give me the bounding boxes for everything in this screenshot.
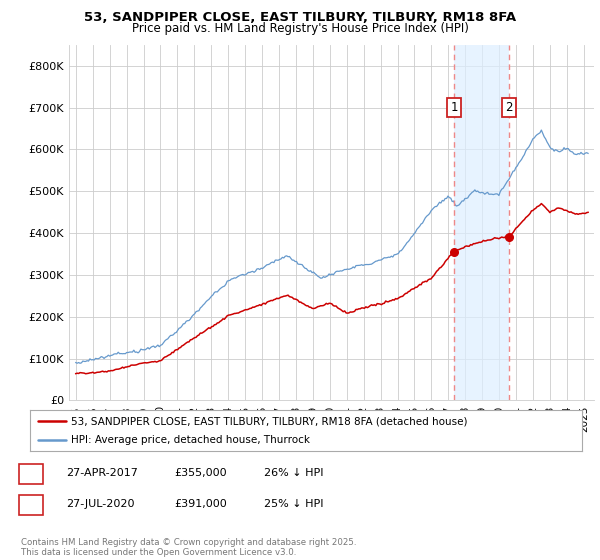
Text: 27-APR-2017: 27-APR-2017 [66,468,138,478]
Text: 1: 1 [28,466,35,480]
Text: 2: 2 [505,101,513,114]
Text: 25% ↓ HPI: 25% ↓ HPI [264,499,323,509]
Text: 26% ↓ HPI: 26% ↓ HPI [264,468,323,478]
Text: HPI: Average price, detached house, Thurrock: HPI: Average price, detached house, Thur… [71,435,310,445]
Text: 2: 2 [28,497,35,511]
Text: 1: 1 [450,101,458,114]
Text: 53, SANDPIPER CLOSE, EAST TILBURY, TILBURY, RM18 8FA (detached house): 53, SANDPIPER CLOSE, EAST TILBURY, TILBU… [71,417,468,426]
Text: 53, SANDPIPER CLOSE, EAST TILBURY, TILBURY, RM18 8FA: 53, SANDPIPER CLOSE, EAST TILBURY, TILBU… [84,11,516,24]
Text: Contains HM Land Registry data © Crown copyright and database right 2025.
This d: Contains HM Land Registry data © Crown c… [21,538,356,557]
Text: £391,000: £391,000 [174,499,227,509]
Text: 27-JUL-2020: 27-JUL-2020 [66,499,134,509]
Bar [454,45,509,400]
Text: Price paid vs. HM Land Registry's House Price Index (HPI): Price paid vs. HM Land Registry's House … [131,22,469,35]
Text: £355,000: £355,000 [174,468,227,478]
